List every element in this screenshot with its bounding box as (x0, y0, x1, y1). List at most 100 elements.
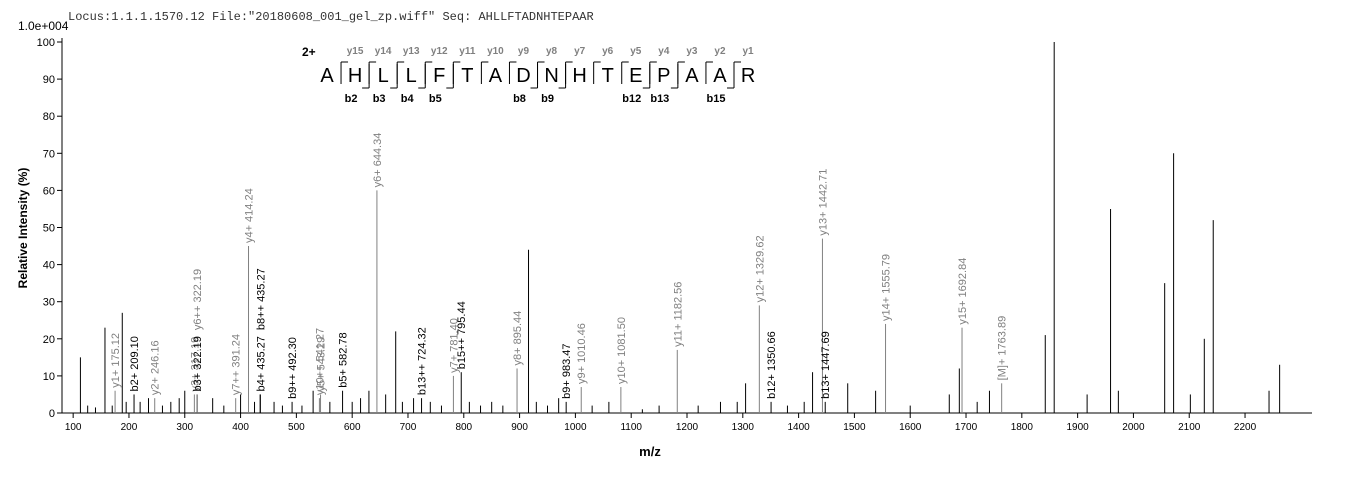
residue: N (544, 65, 558, 87)
x-tick-label: 600 (344, 422, 361, 433)
x-tick-label: 2200 (1234, 422, 1257, 433)
residue: H (572, 65, 586, 87)
peak-label: y6+ 644.34 (372, 133, 384, 188)
x-tick-label: 900 (511, 422, 528, 433)
peak-label: b13++ 724.32 (417, 327, 429, 395)
x-axis-label: m/z (639, 444, 661, 459)
x-tick-label: 1800 (1011, 422, 1034, 433)
residue: L (378, 65, 389, 87)
y-ion-label: y2 (714, 46, 726, 57)
peak-label: y5+ 543.29 (316, 337, 328, 392)
x-tick-label: 300 (176, 422, 193, 433)
y-tick-label: 20 (43, 334, 55, 346)
b-ion-label: b12 (622, 93, 641, 105)
residue: A (685, 65, 699, 87)
y-tick-label: 90 (43, 74, 55, 86)
x-tick-label: 200 (121, 422, 138, 433)
residue: A (489, 65, 503, 87)
residue: F (433, 65, 445, 87)
x-tick-label: 1000 (564, 422, 587, 433)
y-ion-label: y4 (658, 46, 670, 57)
peak-label: y15+ 1692.84 (957, 258, 969, 325)
peak-label: y4+ 414.24 (244, 188, 256, 243)
y-ion-label: y14 (375, 46, 392, 57)
y-tick-label: 50 (43, 223, 55, 235)
residue: A (320, 65, 334, 87)
peak-label: y7++ 391.24 (231, 334, 243, 395)
y-ion-label: y9 (518, 46, 530, 57)
x-tick-label: 1700 (955, 422, 978, 433)
x-tick-label: 2000 (1122, 422, 1145, 433)
residue: D (516, 65, 530, 87)
peak-label: b3+ 322.19 (192, 336, 204, 391)
y-ion-label: y8 (546, 46, 558, 57)
peak-label: y8+ 895.44 (512, 311, 524, 366)
scale-label: 1.0e+004 (18, 19, 69, 33)
peak-label: y9+ 1010.46 (576, 323, 588, 384)
peak-label: y2+ 246.16 (150, 340, 162, 395)
peak-label: b2+ 209.10 (129, 336, 141, 391)
peak-label: y1+ 175.12 (110, 333, 122, 388)
peak-label: y10++ 541.27 (314, 328, 326, 395)
x-tick-label: 800 (455, 422, 472, 433)
x-tick-label: 400 (232, 422, 249, 433)
y-ion-label: y1 (742, 46, 754, 57)
peak-label: b13+ 1447.69 (820, 331, 832, 399)
peak-label: y7+ 781.40 (448, 318, 460, 373)
b-ion-label: b9 (541, 93, 554, 105)
peak-label: b15++ 795.44 (456, 301, 468, 369)
residue: T (602, 65, 614, 87)
x-tick-label: 1100 (620, 422, 642, 433)
y-ion-label: y5 (630, 46, 642, 57)
residue: T (461, 65, 473, 87)
peak-label: [M]+ 1763.89 (997, 316, 1009, 381)
residue: E (629, 65, 642, 87)
y-ion-label: y13 (403, 46, 420, 57)
y-ion-label: y15 (347, 46, 364, 57)
y-tick-label: 10 (43, 371, 55, 383)
peak-label: y13+ 1442.71 (817, 169, 829, 236)
peak-label: y14+ 1555.79 (881, 254, 893, 321)
x-tick-label: 1300 (732, 422, 755, 433)
y-tick-label: 100 (37, 37, 55, 49)
peak-label: y10+ 1081.50 (616, 317, 628, 384)
peak-label: y6++ 322.19 (192, 269, 204, 330)
peak-label: b4+ 435.27 (255, 336, 267, 391)
b-ion-label: b8 (513, 93, 526, 105)
residue: A (713, 65, 727, 87)
x-tick-label: 1200 (676, 422, 699, 433)
b-ion-label: b5 (429, 93, 442, 105)
b-ion-label: b4 (401, 93, 415, 105)
x-tick-label: 500 (288, 422, 305, 433)
peak-label: b9++ 492.30 (287, 337, 299, 399)
peak-label: y12+ 1329.62 (754, 235, 766, 302)
y-axis-label: Relative Intensity (%) (16, 168, 30, 289)
x-tick-label: 1600 (899, 422, 922, 433)
y-tick-label: 30 (43, 297, 55, 309)
residue: L (406, 65, 417, 87)
b-ion-label: b2 (345, 93, 358, 105)
peak-label: b8++ 435.27 (255, 268, 267, 330)
y-ion-label: y12 (431, 46, 448, 57)
x-tick-label: 2100 (1178, 422, 1201, 433)
y-tick-label: 70 (43, 148, 55, 160)
x-tick-label: 1400 (787, 422, 810, 433)
y-ion-label: y3 (686, 46, 698, 57)
residue: P (657, 65, 670, 87)
peak-label: b5+ 582.78 (338, 332, 350, 387)
y-tick-label: 60 (43, 185, 55, 197)
y-tick-label: 80 (43, 111, 55, 123)
y-ion-label: y11 (459, 46, 476, 57)
x-tick-label: 1500 (843, 422, 866, 433)
peak-label: y3+ 317.19 (189, 337, 201, 392)
peak-label: y11+ 1182.56 (672, 282, 684, 347)
y-ion-label: y10 (487, 46, 504, 57)
x-tick-label: 100 (65, 422, 82, 433)
y-tick-label: 0 (49, 408, 55, 420)
b-ion-label: b15 (706, 93, 725, 105)
x-tick-label: 1900 (1067, 422, 1090, 433)
chart-title: Locus:1.1.1.1570.12 File:"20180608_001_g… (68, 10, 594, 24)
residue: R (741, 65, 755, 87)
y-ion-label: y7 (574, 46, 586, 57)
